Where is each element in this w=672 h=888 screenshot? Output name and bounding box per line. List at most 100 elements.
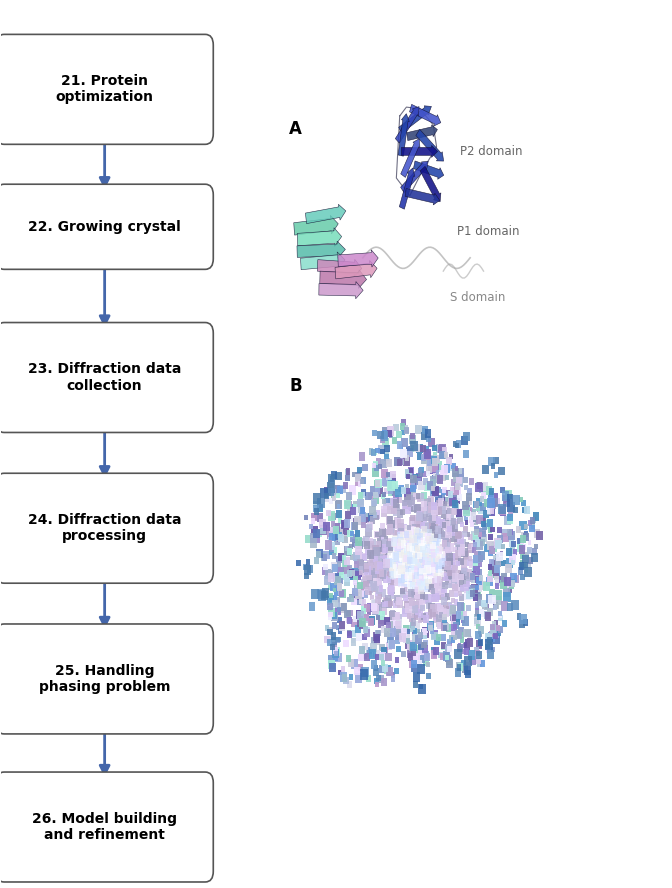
FancyBboxPatch shape <box>405 500 411 508</box>
FancyBboxPatch shape <box>449 495 454 500</box>
FancyBboxPatch shape <box>406 578 413 587</box>
FancyBboxPatch shape <box>400 584 403 589</box>
FancyBboxPatch shape <box>421 629 427 638</box>
FancyBboxPatch shape <box>332 526 338 534</box>
FancyBboxPatch shape <box>489 574 493 579</box>
FancyBboxPatch shape <box>343 561 347 567</box>
FancyBboxPatch shape <box>460 539 466 547</box>
FancyBboxPatch shape <box>414 556 420 564</box>
FancyBboxPatch shape <box>435 461 442 470</box>
FancyBboxPatch shape <box>428 614 432 619</box>
FancyBboxPatch shape <box>448 508 452 514</box>
FancyBboxPatch shape <box>440 531 445 537</box>
FancyBboxPatch shape <box>396 441 403 449</box>
FancyBboxPatch shape <box>395 575 402 583</box>
FancyBboxPatch shape <box>470 574 475 581</box>
FancyBboxPatch shape <box>457 468 464 477</box>
FancyBboxPatch shape <box>401 584 407 591</box>
FancyBboxPatch shape <box>517 614 521 620</box>
FancyBboxPatch shape <box>408 567 413 575</box>
FancyBboxPatch shape <box>444 452 448 458</box>
FancyBboxPatch shape <box>422 561 425 567</box>
FancyBboxPatch shape <box>0 35 213 145</box>
FancyBboxPatch shape <box>421 632 426 638</box>
FancyBboxPatch shape <box>351 570 355 576</box>
FancyBboxPatch shape <box>466 630 470 636</box>
FancyBboxPatch shape <box>446 457 452 465</box>
FancyBboxPatch shape <box>458 570 464 578</box>
FancyBboxPatch shape <box>409 659 416 668</box>
FancyBboxPatch shape <box>460 548 464 554</box>
FancyBboxPatch shape <box>474 575 480 583</box>
FancyBboxPatch shape <box>359 538 365 547</box>
FancyBboxPatch shape <box>487 510 491 515</box>
FancyBboxPatch shape <box>446 654 451 662</box>
FancyBboxPatch shape <box>421 456 427 464</box>
FancyBboxPatch shape <box>412 614 416 619</box>
FancyBboxPatch shape <box>479 527 486 537</box>
FancyBboxPatch shape <box>410 546 417 554</box>
FancyBboxPatch shape <box>439 546 443 551</box>
FancyBboxPatch shape <box>456 662 463 670</box>
FancyBboxPatch shape <box>418 537 423 545</box>
FancyBboxPatch shape <box>339 622 345 630</box>
FancyBboxPatch shape <box>347 598 351 602</box>
FancyBboxPatch shape <box>407 498 412 505</box>
FancyBboxPatch shape <box>418 545 423 552</box>
FancyBboxPatch shape <box>447 558 452 565</box>
FancyBboxPatch shape <box>404 584 411 593</box>
FancyBboxPatch shape <box>415 557 419 562</box>
FancyBboxPatch shape <box>431 647 435 654</box>
FancyBboxPatch shape <box>327 627 333 635</box>
FancyBboxPatch shape <box>519 614 527 623</box>
FancyBboxPatch shape <box>327 596 333 605</box>
FancyBboxPatch shape <box>487 508 491 514</box>
FancyBboxPatch shape <box>462 432 470 441</box>
FancyBboxPatch shape <box>425 503 429 509</box>
FancyBboxPatch shape <box>424 482 430 491</box>
FancyBboxPatch shape <box>420 531 425 537</box>
FancyBboxPatch shape <box>434 558 439 564</box>
FancyBboxPatch shape <box>416 549 421 556</box>
FancyBboxPatch shape <box>384 646 388 653</box>
FancyBboxPatch shape <box>396 561 401 567</box>
FancyBboxPatch shape <box>385 458 390 464</box>
FancyBboxPatch shape <box>353 504 358 511</box>
FancyBboxPatch shape <box>330 532 337 541</box>
FancyBboxPatch shape <box>347 630 351 636</box>
FancyBboxPatch shape <box>446 514 451 520</box>
FancyBboxPatch shape <box>489 508 495 516</box>
FancyBboxPatch shape <box>517 544 523 552</box>
FancyBboxPatch shape <box>330 604 334 609</box>
FancyBboxPatch shape <box>437 546 442 553</box>
FancyBboxPatch shape <box>355 590 362 599</box>
FancyBboxPatch shape <box>413 473 418 480</box>
FancyBboxPatch shape <box>458 627 464 636</box>
FancyBboxPatch shape <box>426 557 431 562</box>
FancyBboxPatch shape <box>413 547 418 555</box>
FancyBboxPatch shape <box>360 512 366 521</box>
FancyBboxPatch shape <box>467 543 474 552</box>
FancyBboxPatch shape <box>388 585 394 594</box>
FancyBboxPatch shape <box>378 569 384 577</box>
FancyBboxPatch shape <box>417 548 420 552</box>
FancyBboxPatch shape <box>477 506 482 511</box>
FancyBboxPatch shape <box>425 542 430 549</box>
FancyBboxPatch shape <box>376 575 382 583</box>
FancyBboxPatch shape <box>397 510 403 518</box>
FancyBboxPatch shape <box>424 581 431 590</box>
FancyBboxPatch shape <box>509 581 515 587</box>
FancyBboxPatch shape <box>427 464 433 472</box>
FancyBboxPatch shape <box>376 458 380 465</box>
FancyBboxPatch shape <box>452 576 457 583</box>
FancyBboxPatch shape <box>447 641 452 648</box>
FancyBboxPatch shape <box>527 548 532 554</box>
FancyBboxPatch shape <box>401 574 407 582</box>
FancyBboxPatch shape <box>417 551 423 559</box>
FancyBboxPatch shape <box>384 617 390 625</box>
FancyBboxPatch shape <box>384 548 390 556</box>
FancyBboxPatch shape <box>347 529 353 537</box>
FancyBboxPatch shape <box>357 589 361 594</box>
FancyBboxPatch shape <box>453 635 457 640</box>
FancyBboxPatch shape <box>415 533 422 542</box>
